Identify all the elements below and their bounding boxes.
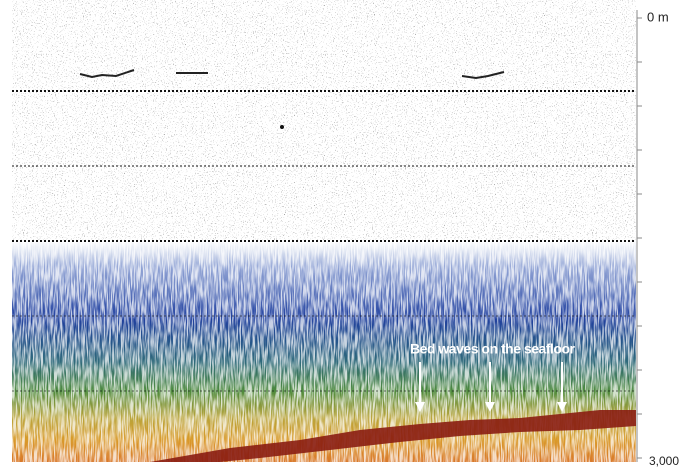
axis-bottom-label: 3,000 (649, 454, 679, 468)
axis-top-label: 0 m (647, 9, 669, 24)
depth-axis (637, 10, 642, 462)
surface-noise (12, 0, 636, 240)
echogram-view: 0 m 3,000 Bed waves on the seafloor (0, 0, 698, 470)
target (280, 125, 284, 129)
annotation: Bed waves on the seafloor (410, 341, 576, 357)
echogram (12, 0, 636, 462)
